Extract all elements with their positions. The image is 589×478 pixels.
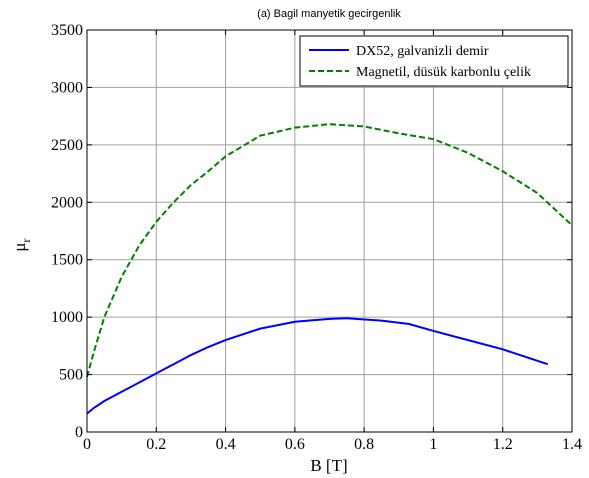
grid xyxy=(87,30,572,432)
x-tick-label: 0 xyxy=(83,436,91,453)
x-axis-label: B [T] xyxy=(310,456,347,475)
plot-series xyxy=(86,123,573,415)
y-tick-label: 3000 xyxy=(51,79,83,96)
y-tick-label: 0 xyxy=(75,424,83,441)
y-tick-label: 500 xyxy=(59,367,83,384)
x-tick-label: 1.4 xyxy=(562,436,582,453)
y-tick-label: 2500 xyxy=(51,137,83,154)
legend-label-2: Magnetil, düsük karbonlu çelik xyxy=(356,65,531,80)
y-tick-label: 1500 xyxy=(51,252,83,269)
y-tick-label: 3500 xyxy=(51,22,83,39)
legend: DX52, galvanizli demir Magnetil, düsük ka… xyxy=(299,35,569,87)
axes xyxy=(86,29,573,433)
chart-title: (a) Bagil manyetik gecirgenlik xyxy=(257,8,401,20)
svg-text:μr: μr xyxy=(10,238,33,251)
x-tick-label: 1.2 xyxy=(493,436,513,453)
x-tick-label: 1 xyxy=(429,436,437,453)
axes-frame xyxy=(86,29,573,433)
y-tick-label: 1000 xyxy=(51,309,83,326)
legend-label-1: DX52, galvanizli demir xyxy=(356,44,489,59)
y-axis-label-subscript: r xyxy=(19,238,33,242)
y-tick-label: 2000 xyxy=(51,194,83,211)
x-tick-label: 0.8 xyxy=(354,436,374,453)
y-axis-label-group: μr xyxy=(10,238,33,251)
x-tick-label: 0.4 xyxy=(216,436,236,453)
series-line-1 xyxy=(86,317,549,415)
x-tick-label: 0.2 xyxy=(146,436,166,453)
plot-area xyxy=(87,30,572,432)
y-axis-label: μ xyxy=(10,242,29,251)
tick-labels: 0 0.2 0.4 0.6 0.8 1 1.2 1.4 0 500 1000 1500 2000 2500… xyxy=(51,22,582,453)
x-tick-label: 0.6 xyxy=(285,436,305,453)
series-line-2 xyxy=(86,123,573,378)
legend-box xyxy=(299,35,569,87)
